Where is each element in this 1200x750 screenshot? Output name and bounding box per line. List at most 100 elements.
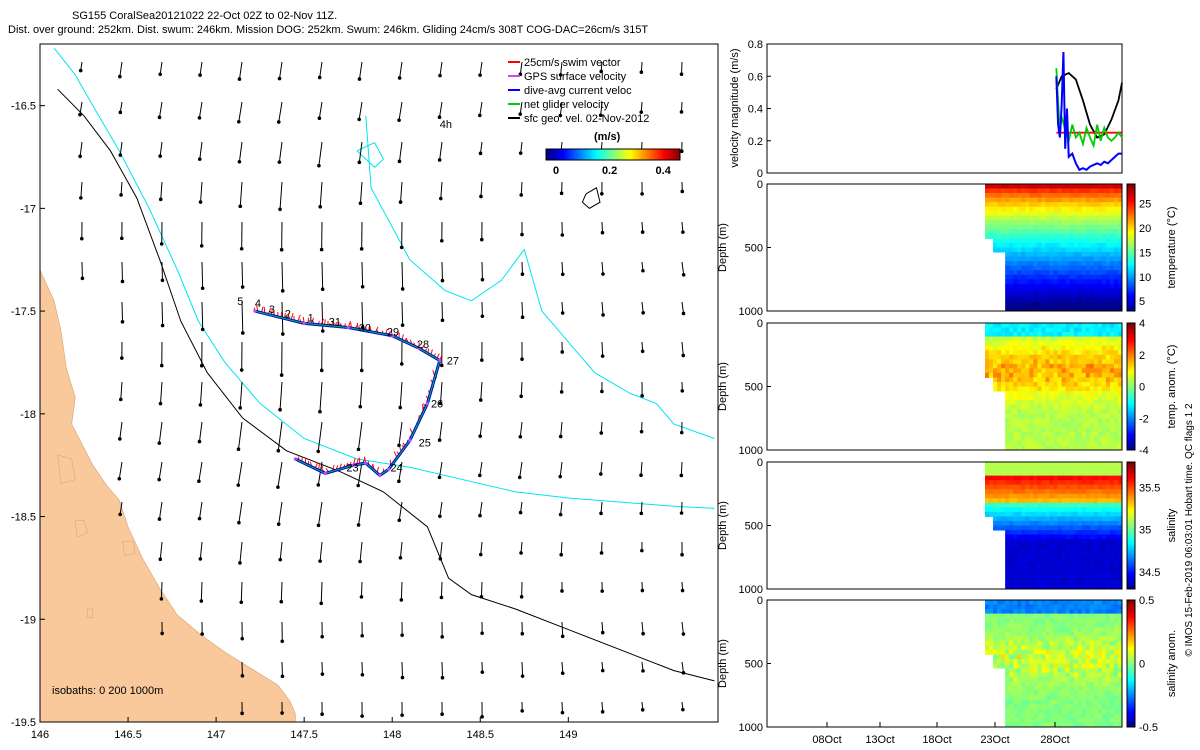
heatmap-cell <box>1093 381 1099 387</box>
heatmap-cell <box>1077 404 1083 410</box>
arrow-head <box>601 313 605 317</box>
heatmap-cell <box>1057 197 1063 203</box>
sfc-velocity-arrow-21 <box>276 101 283 124</box>
heatmap-cell <box>1069 658 1075 664</box>
heatmap-cell <box>1013 188 1018 194</box>
map-colorbar-cell <box>572 149 574 160</box>
heatmap-cell <box>1089 336 1095 342</box>
heatmap-cell <box>1053 386 1059 392</box>
heatmap-cell <box>1113 462 1119 468</box>
heatmap-cell <box>1001 640 1006 646</box>
heatmap-cell <box>1073 297 1079 303</box>
sfc-velocity-arrow-4 <box>237 61 243 81</box>
heatmap-cell <box>1085 520 1091 526</box>
heatmap-cell <box>1053 345 1059 351</box>
heatmap-cell <box>1037 645 1042 651</box>
figure-title: SG155 CoralSea20121022 22-Oct 02Z to 02-… <box>72 10 338 22</box>
arrow-head <box>236 447 241 452</box>
heatmap-cell <box>1097 584 1103 590</box>
heatmap-cell <box>1109 372 1115 378</box>
heatmap-cell <box>1033 548 1038 554</box>
heatmap-cell <box>1053 489 1059 495</box>
heatmap-cell <box>1105 229 1111 235</box>
sfc-velocity-arrow-247 <box>520 701 524 713</box>
sfc-velocity-arrow-41 <box>437 141 443 162</box>
sfc-velocity-arrow-59 <box>519 181 524 197</box>
heatmap-cell <box>1005 668 1010 674</box>
heatmap-cell <box>1097 445 1103 451</box>
heatmap-cell <box>1081 484 1087 490</box>
heatmap-cell <box>1013 566 1018 572</box>
panel-colorbar-cell <box>1127 215 1135 219</box>
panel-colorbar-cell <box>1127 680 1135 684</box>
heatmap-cell <box>1101 649 1107 655</box>
panel-colorbar-cell <box>1127 517 1135 520</box>
heatmap-cell <box>1045 418 1050 424</box>
heatmap-cell <box>1069 618 1075 624</box>
heatmap-cell <box>1085 368 1091 374</box>
heatmap-cell <box>1109 543 1115 549</box>
panel-colorbar-cell <box>1127 217 1135 221</box>
heatmap-cell <box>1041 584 1046 590</box>
arrow-shaft <box>240 581 243 603</box>
sfc-velocity-arrow-175 <box>276 501 283 526</box>
heatmap-cell <box>1049 489 1054 495</box>
heatmap-cell <box>1009 493 1014 499</box>
heatmap-cell <box>1005 184 1010 190</box>
heatmap-cell <box>1057 270 1063 276</box>
heatmap-cell <box>1089 233 1095 239</box>
heatmap-cell <box>1089 445 1095 451</box>
heatmap-cell <box>1005 341 1010 347</box>
heatmap-cell <box>1109 332 1115 338</box>
heatmap-cell <box>1009 297 1014 303</box>
heatmap-cell <box>1021 672 1026 678</box>
heatmap-cell <box>1061 475 1067 481</box>
heatmap-cell <box>1001 604 1006 610</box>
heatmap-cell <box>1009 658 1014 664</box>
heatmap-cell <box>1049 202 1054 208</box>
heatmap-cell <box>1101 206 1107 212</box>
heatmap-cell <box>1077 233 1083 239</box>
sfc-velocity-arrow-31 <box>679 101 684 114</box>
arrow-head <box>160 631 164 636</box>
heatmap-cell <box>1013 695 1018 701</box>
heatmap-cell <box>1061 188 1067 194</box>
heatmap-cell <box>1005 220 1010 226</box>
heatmap-cell <box>1033 404 1038 410</box>
heatmap-cell <box>1077 400 1083 406</box>
heatmap-cell <box>1009 516 1014 522</box>
heatmap-cell <box>1045 507 1050 513</box>
heatmap-cell <box>1117 584 1123 590</box>
heatmap-cell <box>1025 404 1030 410</box>
heatmap-cell <box>1025 686 1030 692</box>
heatmap-cell <box>1029 717 1034 723</box>
heatmap-cell <box>1041 404 1046 410</box>
heatmap-cell <box>1101 690 1107 696</box>
heatmap-cell <box>1025 332 1030 338</box>
heatmap-cell <box>1017 548 1022 554</box>
heatmap-cell <box>1009 530 1014 536</box>
heatmap-cell <box>1013 233 1018 239</box>
arrow-shaft <box>198 421 203 442</box>
heatmap-cell <box>1017 354 1022 360</box>
heatmap-cell <box>1105 206 1111 212</box>
heatmap-cell <box>1025 722 1030 728</box>
heatmap-cell <box>1045 409 1050 415</box>
heatmap-cell <box>1045 511 1050 517</box>
heatmap-cell <box>1029 604 1034 610</box>
heatmap-cell <box>1041 372 1046 378</box>
heatmap-cell <box>1065 229 1071 235</box>
heatmap-cell <box>1117 418 1123 424</box>
heatmap-cell <box>1025 516 1030 522</box>
heatmap-cell <box>1077 552 1083 558</box>
heatmap-cell <box>1097 677 1103 683</box>
heatmap-cell <box>985 229 990 235</box>
map-colorbar-cell <box>548 149 550 160</box>
arrow-shaft <box>160 581 163 599</box>
heatmap-cell <box>1061 445 1067 451</box>
heatmap-cell <box>1077 224 1083 230</box>
panel-colorbar-cell <box>1127 648 1135 652</box>
heatmap-cell <box>1105 400 1111 406</box>
heatmap-cell <box>1097 498 1103 504</box>
heatmap-cell <box>1073 627 1079 633</box>
